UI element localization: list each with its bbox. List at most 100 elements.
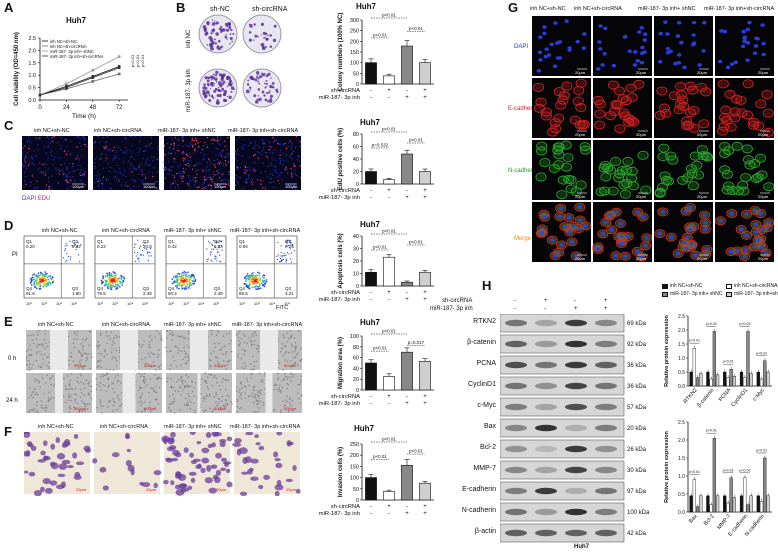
wound-cell <box>183 404 186 406</box>
edu-red-dot <box>263 142 265 145</box>
panel-f-sign: - <box>370 504 372 510</box>
panel-h-bottom-pval: p<0.01 <box>756 449 767 453</box>
wound-cell <box>155 398 157 401</box>
wound-gap <box>122 373 136 413</box>
wound-cell <box>175 365 178 368</box>
wound-cell <box>45 382 47 384</box>
edu-red-dot <box>42 172 44 174</box>
colony-spot <box>208 93 210 95</box>
edu-dapi-dot <box>216 173 218 175</box>
panel-a-legend-label: miR-187- 3p inh+sh-circRNA <box>50 54 104 59</box>
panel-h-top-pval: p<0.01 <box>756 351 767 355</box>
wb-sign: + <box>574 306 578 312</box>
transwell-cell <box>177 473 187 481</box>
wound-cell <box>85 359 87 362</box>
wound-cell <box>112 355 115 358</box>
edu-red-dot <box>83 143 86 146</box>
wound-cell <box>189 385 192 388</box>
edu-dapi-dot <box>77 168 79 171</box>
edu-dapi-dot <box>65 168 68 170</box>
wound-cell <box>294 341 297 344</box>
wound-cell <box>263 388 266 390</box>
flow-x-tick: 10² <box>97 301 103 306</box>
wb-band <box>535 466 557 474</box>
wound-cell <box>86 356 88 359</box>
wound-cell <box>79 373 82 376</box>
colony-spot <box>211 28 215 33</box>
flow-event <box>62 257 65 259</box>
wound-cell <box>200 392 202 395</box>
wound-cell <box>295 345 297 348</box>
edu-red-dot <box>186 154 189 157</box>
if-nucleus <box>618 221 623 226</box>
edu-dapi-dot <box>189 187 191 189</box>
flow-event <box>278 261 281 263</box>
flow-event <box>254 275 257 277</box>
edu-dapi-dot <box>139 150 141 152</box>
wb-protein-label: Bcl-2 <box>480 444 496 451</box>
if-cell-fill <box>555 88 563 95</box>
panel-d-title: Huh7 <box>360 220 380 229</box>
wound-cell <box>224 388 227 391</box>
wound-cell <box>256 344 259 347</box>
wound-cell <box>40 343 43 346</box>
wound-cell <box>50 383 53 386</box>
flow-event <box>252 277 255 279</box>
edu-dapi-dot <box>121 184 123 186</box>
wound-cell <box>278 390 280 392</box>
flow-event <box>112 271 115 273</box>
wound-cell <box>216 381 218 384</box>
edu-dapi-dot <box>96 156 98 158</box>
wound-cell <box>257 396 260 399</box>
wound-cell <box>300 381 302 384</box>
edu-dapi-dot <box>53 159 55 161</box>
edu-dapi-dot <box>28 144 31 146</box>
edu-red-dot <box>173 142 175 144</box>
edu-dapi-dot <box>209 169 211 171</box>
transwell-cell <box>174 484 181 490</box>
edu-red-dot <box>285 147 288 150</box>
panel-h-legend-swatch <box>662 284 668 289</box>
wound-cell <box>289 398 291 401</box>
wb-band <box>565 487 587 495</box>
if-cell-outline <box>604 165 617 175</box>
if-cell-outline <box>617 94 629 104</box>
wound-cell <box>30 348 33 351</box>
edu-red-dot <box>72 163 74 165</box>
transwell-cell <box>102 485 109 491</box>
wound-cell <box>35 338 38 340</box>
edu-dapi-dot <box>186 163 188 165</box>
panel-d-sign: + <box>387 290 391 296</box>
panel-d-group-2: inh NC+sh-circRNA <box>102 228 150 234</box>
flow-event <box>215 257 217 259</box>
wound-cell <box>241 366 243 369</box>
wound-cell <box>300 402 302 404</box>
if-nucleus <box>564 19 569 23</box>
if-cell-fill <box>757 155 765 162</box>
flow-event <box>49 283 52 285</box>
edu-dapi-dot <box>241 147 244 150</box>
wound-cell <box>141 392 144 395</box>
edu-dapi-dot <box>179 171 181 173</box>
wb-band <box>535 529 557 537</box>
edu-dapi-dot <box>249 169 251 172</box>
edu-dapi-dot <box>295 186 297 188</box>
panel-e-sign: + <box>387 394 391 400</box>
edu-dapi-dot <box>227 156 229 158</box>
edu-dapi-dot <box>237 176 239 178</box>
if-cell-fill <box>559 97 567 103</box>
wb-strip <box>500 397 625 417</box>
wound-cell <box>289 330 292 332</box>
wound-cell <box>217 330 219 332</box>
transwell-cell <box>126 448 131 453</box>
flow-event <box>105 280 108 282</box>
if-nucleus <box>691 42 696 47</box>
if-cell-fill <box>724 183 732 189</box>
if-cell-fill <box>601 188 609 194</box>
edu-dapi-dot <box>241 162 243 164</box>
edu-dapi-dot <box>280 171 282 173</box>
edu-dapi-dot <box>94 181 96 184</box>
edu-red-dot <box>195 138 197 140</box>
if-membrane <box>699 224 711 234</box>
panel-d-pval: p<0.01 <box>409 240 423 245</box>
